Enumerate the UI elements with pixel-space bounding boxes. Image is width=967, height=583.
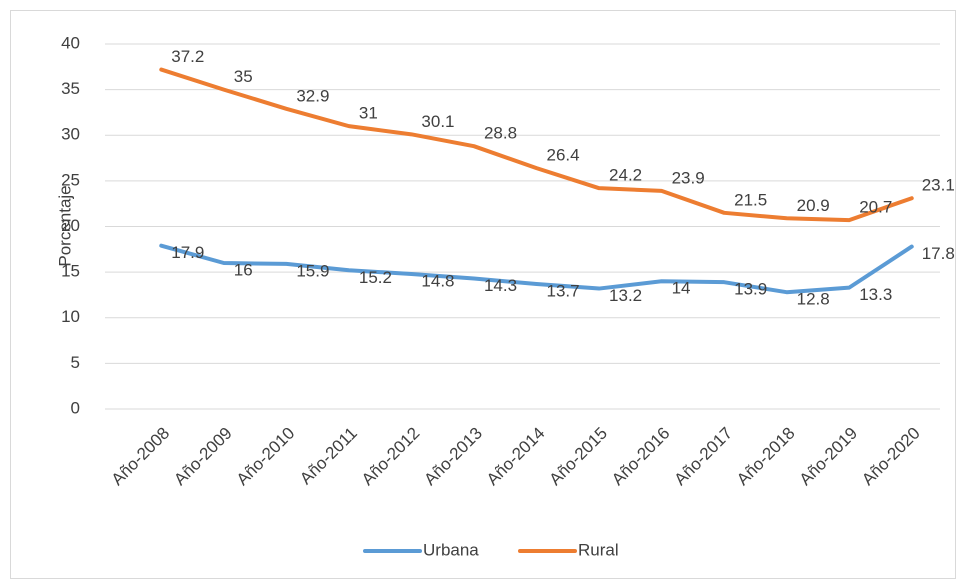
data-label: 35 [234, 67, 253, 86]
data-label: 23.9 [672, 168, 705, 187]
data-label: 31 [359, 104, 378, 123]
data-label: 21.5 [734, 190, 767, 209]
data-label: 13.7 [547, 281, 580, 300]
data-label: 26.4 [547, 146, 580, 165]
y-tick-label: 5 [71, 353, 80, 372]
data-label: 20.9 [797, 196, 830, 215]
legend-label: Rural [578, 540, 619, 559]
data-label: 13.9 [734, 280, 767, 299]
data-label: 17.8 [922, 244, 955, 263]
y-tick-label: 40 [61, 33, 80, 52]
data-label: 15.2 [359, 268, 392, 287]
line [159, 67, 914, 223]
y-axis-title: Porcentaje [55, 185, 74, 266]
data-label: 14 [672, 279, 691, 298]
data-label: 15.9 [296, 261, 329, 280]
data-label: 13.3 [859, 285, 892, 304]
data-label: 16 [234, 260, 253, 279]
y-tick-label: 30 [61, 125, 80, 144]
y-tick-label: 10 [61, 307, 80, 326]
data-label: 14.3 [484, 276, 517, 295]
data-label: 13.2 [609, 286, 642, 305]
line [159, 243, 914, 295]
data-label: 14.8 [421, 271, 454, 290]
chart-frame [10, 10, 956, 579]
y-tick-label: 25 [61, 170, 80, 189]
data-label: 20.7 [859, 198, 892, 217]
data-label: 23.1 [922, 176, 955, 195]
y-tick-label: 35 [61, 79, 80, 98]
y-tick-label: 20 [61, 216, 80, 235]
data-label: 37.2 [171, 47, 204, 66]
y-tick-label: 15 [61, 262, 80, 281]
legend-label: Urbana [423, 540, 479, 559]
data-label: 32.9 [296, 86, 329, 105]
data-label: 12.8 [797, 290, 830, 309]
data-label: 24.2 [609, 166, 642, 185]
data-label: 30.1 [421, 112, 454, 131]
data-label: 17.9 [171, 243, 204, 262]
data-label: 28.8 [484, 124, 517, 143]
y-tick-label: 0 [71, 398, 80, 417]
